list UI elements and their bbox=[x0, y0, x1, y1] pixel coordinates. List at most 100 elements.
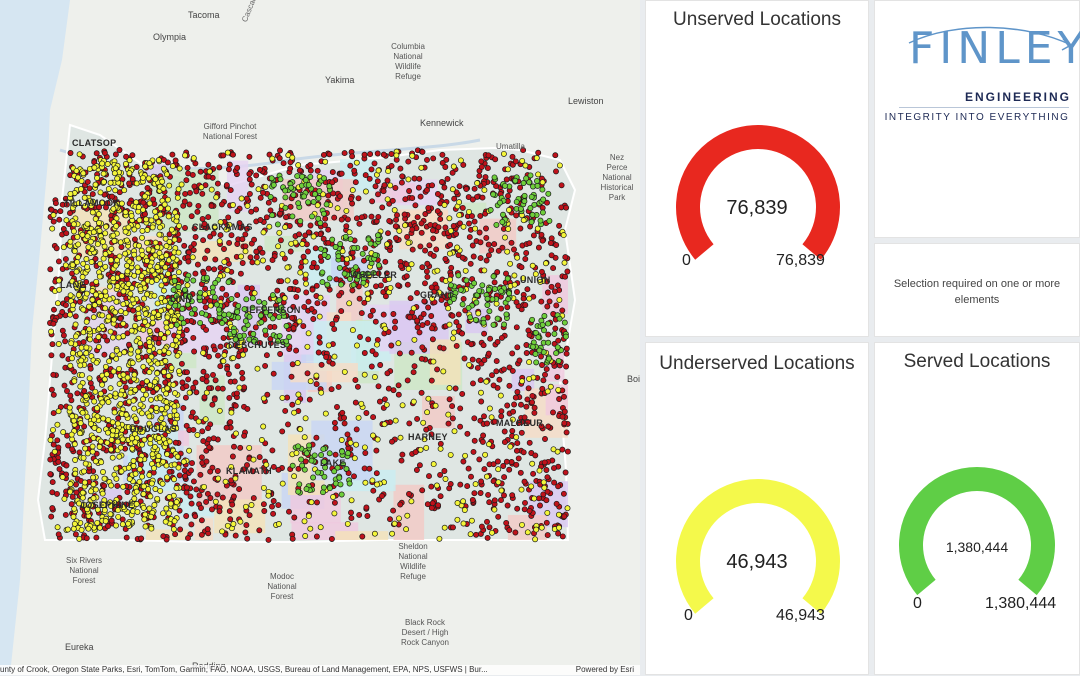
location-point[interactable] bbox=[466, 234, 473, 241]
location-point[interactable] bbox=[123, 153, 130, 160]
location-point[interactable] bbox=[296, 167, 303, 174]
location-point[interactable] bbox=[552, 152, 559, 159]
location-point[interactable] bbox=[559, 533, 566, 540]
location-point[interactable] bbox=[260, 423, 267, 430]
location-point[interactable] bbox=[256, 298, 262, 305]
location-point[interactable] bbox=[117, 400, 124, 407]
location-point[interactable] bbox=[556, 296, 563, 303]
location-point[interactable] bbox=[246, 512, 253, 519]
location-point[interactable] bbox=[47, 437, 54, 443]
location-point[interactable] bbox=[563, 363, 570, 370]
location-point[interactable] bbox=[152, 176, 159, 183]
location-point[interactable] bbox=[305, 248, 311, 255]
location-point[interactable] bbox=[292, 279, 299, 286]
location-point[interactable] bbox=[117, 315, 124, 322]
location-point[interactable] bbox=[457, 423, 464, 430]
location-point[interactable] bbox=[89, 209, 96, 216]
location-point[interactable] bbox=[83, 344, 90, 351]
location-point[interactable] bbox=[236, 333, 243, 339]
location-point[interactable] bbox=[487, 207, 494, 213]
location-point[interactable] bbox=[496, 376, 503, 383]
location-point[interactable] bbox=[206, 353, 212, 360]
location-point[interactable] bbox=[222, 478, 229, 485]
location-point[interactable] bbox=[155, 340, 162, 347]
location-point[interactable] bbox=[163, 319, 170, 326]
location-point[interactable] bbox=[299, 241, 306, 247]
location-point[interactable] bbox=[77, 383, 84, 390]
location-point[interactable] bbox=[555, 386, 562, 393]
location-point[interactable] bbox=[453, 231, 460, 237]
location-point[interactable] bbox=[82, 445, 89, 452]
location-point[interactable] bbox=[121, 187, 128, 194]
location-point[interactable] bbox=[478, 158, 485, 165]
location-point[interactable] bbox=[108, 245, 115, 252]
location-point[interactable] bbox=[281, 255, 288, 262]
location-point[interactable] bbox=[96, 204, 103, 211]
location-point[interactable] bbox=[441, 202, 448, 208]
location-point[interactable] bbox=[163, 390, 170, 397]
location-point[interactable] bbox=[174, 213, 180, 220]
location-point[interactable] bbox=[257, 194, 264, 201]
location-point[interactable] bbox=[277, 351, 284, 357]
location-point[interactable] bbox=[173, 412, 180, 419]
location-point[interactable] bbox=[493, 221, 500, 228]
location-point[interactable] bbox=[307, 525, 314, 532]
location-point[interactable] bbox=[338, 216, 345, 223]
location-point[interactable] bbox=[74, 390, 81, 397]
location-point[interactable] bbox=[66, 404, 73, 411]
location-point[interactable] bbox=[445, 411, 452, 418]
location-point[interactable] bbox=[50, 441, 57, 448]
location-point[interactable] bbox=[418, 355, 425, 362]
location-point[interactable] bbox=[243, 522, 250, 529]
location-point[interactable] bbox=[221, 246, 227, 252]
location-point[interactable] bbox=[476, 456, 483, 463]
location-point[interactable] bbox=[484, 295, 491, 302]
location-point[interactable] bbox=[426, 242, 433, 249]
location-point[interactable] bbox=[171, 403, 178, 410]
location-point[interactable] bbox=[538, 353, 544, 360]
location-point[interactable] bbox=[551, 479, 558, 486]
location-point[interactable] bbox=[474, 193, 480, 200]
location-point[interactable] bbox=[64, 388, 70, 394]
location-point[interactable] bbox=[409, 152, 416, 159]
location-point[interactable] bbox=[102, 251, 109, 257]
location-point[interactable] bbox=[313, 282, 320, 289]
location-point[interactable] bbox=[369, 307, 376, 314]
location-point[interactable] bbox=[396, 350, 403, 357]
location-point[interactable] bbox=[493, 368, 500, 375]
location-point[interactable] bbox=[408, 498, 415, 505]
location-point[interactable] bbox=[159, 260, 165, 267]
location-point[interactable] bbox=[393, 235, 399, 242]
location-point[interactable] bbox=[534, 178, 540, 184]
location-point[interactable] bbox=[297, 426, 304, 433]
location-point[interactable] bbox=[202, 304, 209, 311]
location-point[interactable] bbox=[537, 217, 544, 224]
location-point[interactable] bbox=[548, 252, 555, 259]
location-point[interactable] bbox=[512, 177, 519, 184]
location-point[interactable] bbox=[246, 153, 253, 160]
location-point[interactable] bbox=[498, 334, 505, 341]
location-point[interactable] bbox=[305, 199, 312, 206]
location-point[interactable] bbox=[326, 183, 333, 190]
location-point[interactable] bbox=[49, 341, 56, 348]
location-point[interactable] bbox=[154, 327, 161, 334]
location-point[interactable] bbox=[200, 368, 207, 375]
location-point[interactable] bbox=[157, 487, 164, 494]
location-point[interactable] bbox=[536, 347, 543, 354]
location-point[interactable] bbox=[399, 402, 406, 409]
location-point[interactable] bbox=[553, 242, 560, 248]
location-point[interactable] bbox=[307, 222, 314, 229]
location-point[interactable] bbox=[275, 466, 282, 473]
location-point[interactable] bbox=[558, 204, 565, 211]
location-point[interactable] bbox=[395, 391, 402, 398]
location-point[interactable] bbox=[154, 300, 161, 307]
location-point[interactable] bbox=[104, 439, 111, 446]
location-point[interactable] bbox=[381, 182, 388, 189]
location-point[interactable] bbox=[132, 415, 139, 422]
map-view[interactable]: Tacoma Olympia Yakima Kennewick Lewiston… bbox=[0, 0, 640, 675]
location-point[interactable] bbox=[226, 239, 233, 246]
location-point[interactable] bbox=[199, 215, 206, 222]
location-point[interactable] bbox=[281, 295, 288, 302]
location-point[interactable] bbox=[129, 176, 136, 183]
location-point[interactable] bbox=[425, 204, 432, 211]
